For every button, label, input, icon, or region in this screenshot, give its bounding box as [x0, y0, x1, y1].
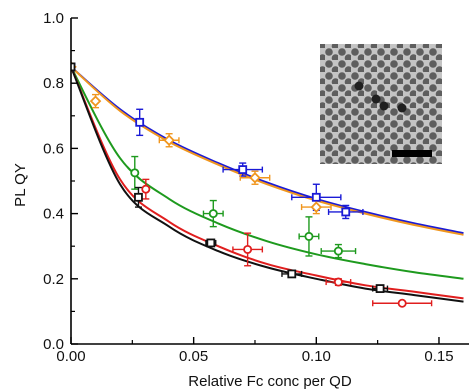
inset-dark-particle	[354, 81, 364, 91]
data-point	[134, 192, 143, 202]
data-point	[243, 244, 253, 254]
data-point	[163, 134, 175, 147]
y-tick-label: 0.8	[43, 75, 64, 92]
y-tick-label: 0.2	[43, 271, 64, 288]
data-point	[206, 238, 216, 248]
data-point	[311, 192, 321, 202]
inset-tem-image	[320, 44, 442, 164]
x-tick-label: 0.00	[56, 348, 85, 365]
fit-curves	[71, 66, 464, 303]
data-point	[375, 284, 385, 293]
fit-curve	[71, 66, 464, 303]
data-point	[130, 168, 140, 178]
data-point	[397, 298, 407, 308]
data-point	[310, 201, 323, 213]
y-tick-label: 0.4	[43, 206, 64, 223]
inset-dark-particle	[397, 103, 407, 113]
data-point	[304, 231, 314, 241]
data-point	[71, 62, 76, 72]
y-axis-title: PL QY	[12, 163, 29, 207]
data-point	[89, 95, 102, 107]
inset-dark-particle	[379, 101, 389, 111]
x-tick-label: 0.05	[179, 348, 208, 365]
data-point	[333, 277, 343, 287]
y-tick-label: 0.6	[43, 140, 64, 157]
data-point	[208, 209, 218, 219]
fit-curve	[71, 66, 464, 280]
x-axis-title: Relative Fc conc per QD	[188, 373, 352, 390]
data-points	[71, 61, 407, 308]
y-tick-label: 0.0	[43, 336, 64, 353]
data-point	[341, 207, 351, 217]
inset-dark-particle	[371, 94, 381, 104]
inset-scale-bar	[392, 150, 432, 157]
fit-curve	[71, 66, 464, 236]
fit-curve	[71, 66, 464, 300]
x-tick-label: 0.15	[424, 348, 453, 365]
data-point	[238, 165, 248, 174]
data-point	[333, 246, 343, 256]
data-point	[141, 184, 151, 194]
ticks: 0.00 0.05 0.10 0.15 0.0 0.2 0.4 0.6 0.8 1.0	[43, 10, 453, 365]
x-tick-label: 0.10	[302, 348, 331, 365]
fit-curve	[71, 66, 464, 235]
data-point	[249, 171, 261, 184]
data-point	[135, 117, 145, 127]
y-tick-label: 1.0	[43, 10, 64, 27]
data-point	[287, 269, 297, 279]
